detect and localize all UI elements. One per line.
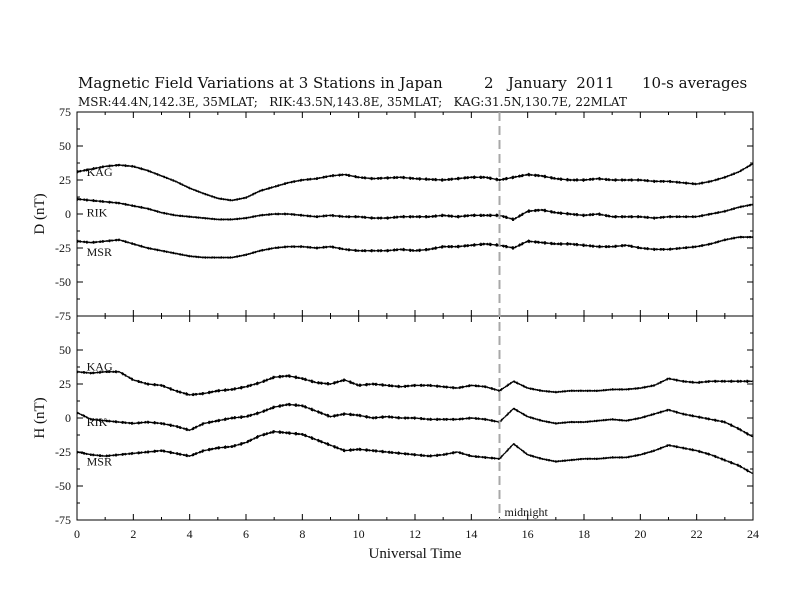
x-tick-label: 2 [130,527,136,541]
series-line-h-msr [76,430,754,475]
x-tick-label: 0 [74,527,80,541]
series-label-h-msr: MSR [87,455,112,469]
y-tick-label: -25 [55,241,71,255]
chart-title: Magnetic Field Variations at 3 Stations … [78,74,443,92]
x-tick-label: 8 [299,527,305,541]
x-tick-label: 6 [243,527,249,541]
y-axis-label-d: D (nT) [32,193,48,234]
plot-area: 75 50 25 0 -25 -50 -75 D (nT) KAG RIK MSR 50 25 0 -25 -… [32,105,759,562]
y-tick-label: -75 [55,309,71,323]
x-tick-label: 14 [465,527,477,541]
y-tick-label: 50 [59,343,71,357]
y-tick-label: 50 [59,139,71,153]
series-line-h-rik [76,402,754,438]
x-tick-label: 16 [522,527,534,541]
x-axis-label: Universal Time [369,546,462,562]
y-tick-label: -50 [55,275,71,289]
chart-date: 2 January 2011 [484,74,614,92]
series-line-d-msr [76,235,754,259]
y-tick-label: -75 [55,513,71,527]
series-label-h-rik: RIK [87,415,108,429]
y-tick-label: 75 [59,105,71,119]
x-tick-label: 12 [409,527,421,541]
series-label-d-msr: MSR [87,245,112,259]
y-tick-label: 25 [59,173,71,187]
series-label-h-kag: KAG [87,359,113,373]
x-tick-label: 20 [634,527,646,541]
y-tick-label: 0 [65,411,71,425]
y-tick-label: 0 [65,207,71,221]
y-tick-label: -25 [55,445,71,459]
series-label-d-rik: RIK [87,206,108,220]
x-tick-label: 4 [187,527,193,541]
x-tick-label: 22 [691,527,703,541]
series-line-h-kag [76,370,754,397]
x-tick-label: 24 [747,527,759,541]
series-line-d-kag [76,163,754,202]
chart-averaging: 10-s averages [642,74,747,92]
x-tick-label: 18 [578,527,590,541]
series-line-d-rik [76,197,754,222]
midnight-label: midnight [505,505,549,519]
y-tick-label: 25 [59,377,71,391]
y-axis-label-h: H (nT) [32,397,48,438]
series-label-d-kag: KAG [87,165,113,179]
y-tick-label: -50 [55,479,71,493]
x-tick-label: 10 [353,527,365,541]
chart-subtitle: MSR:44.4N,142.3E, 35MLAT; RIK:43.5N,143.… [78,95,627,109]
